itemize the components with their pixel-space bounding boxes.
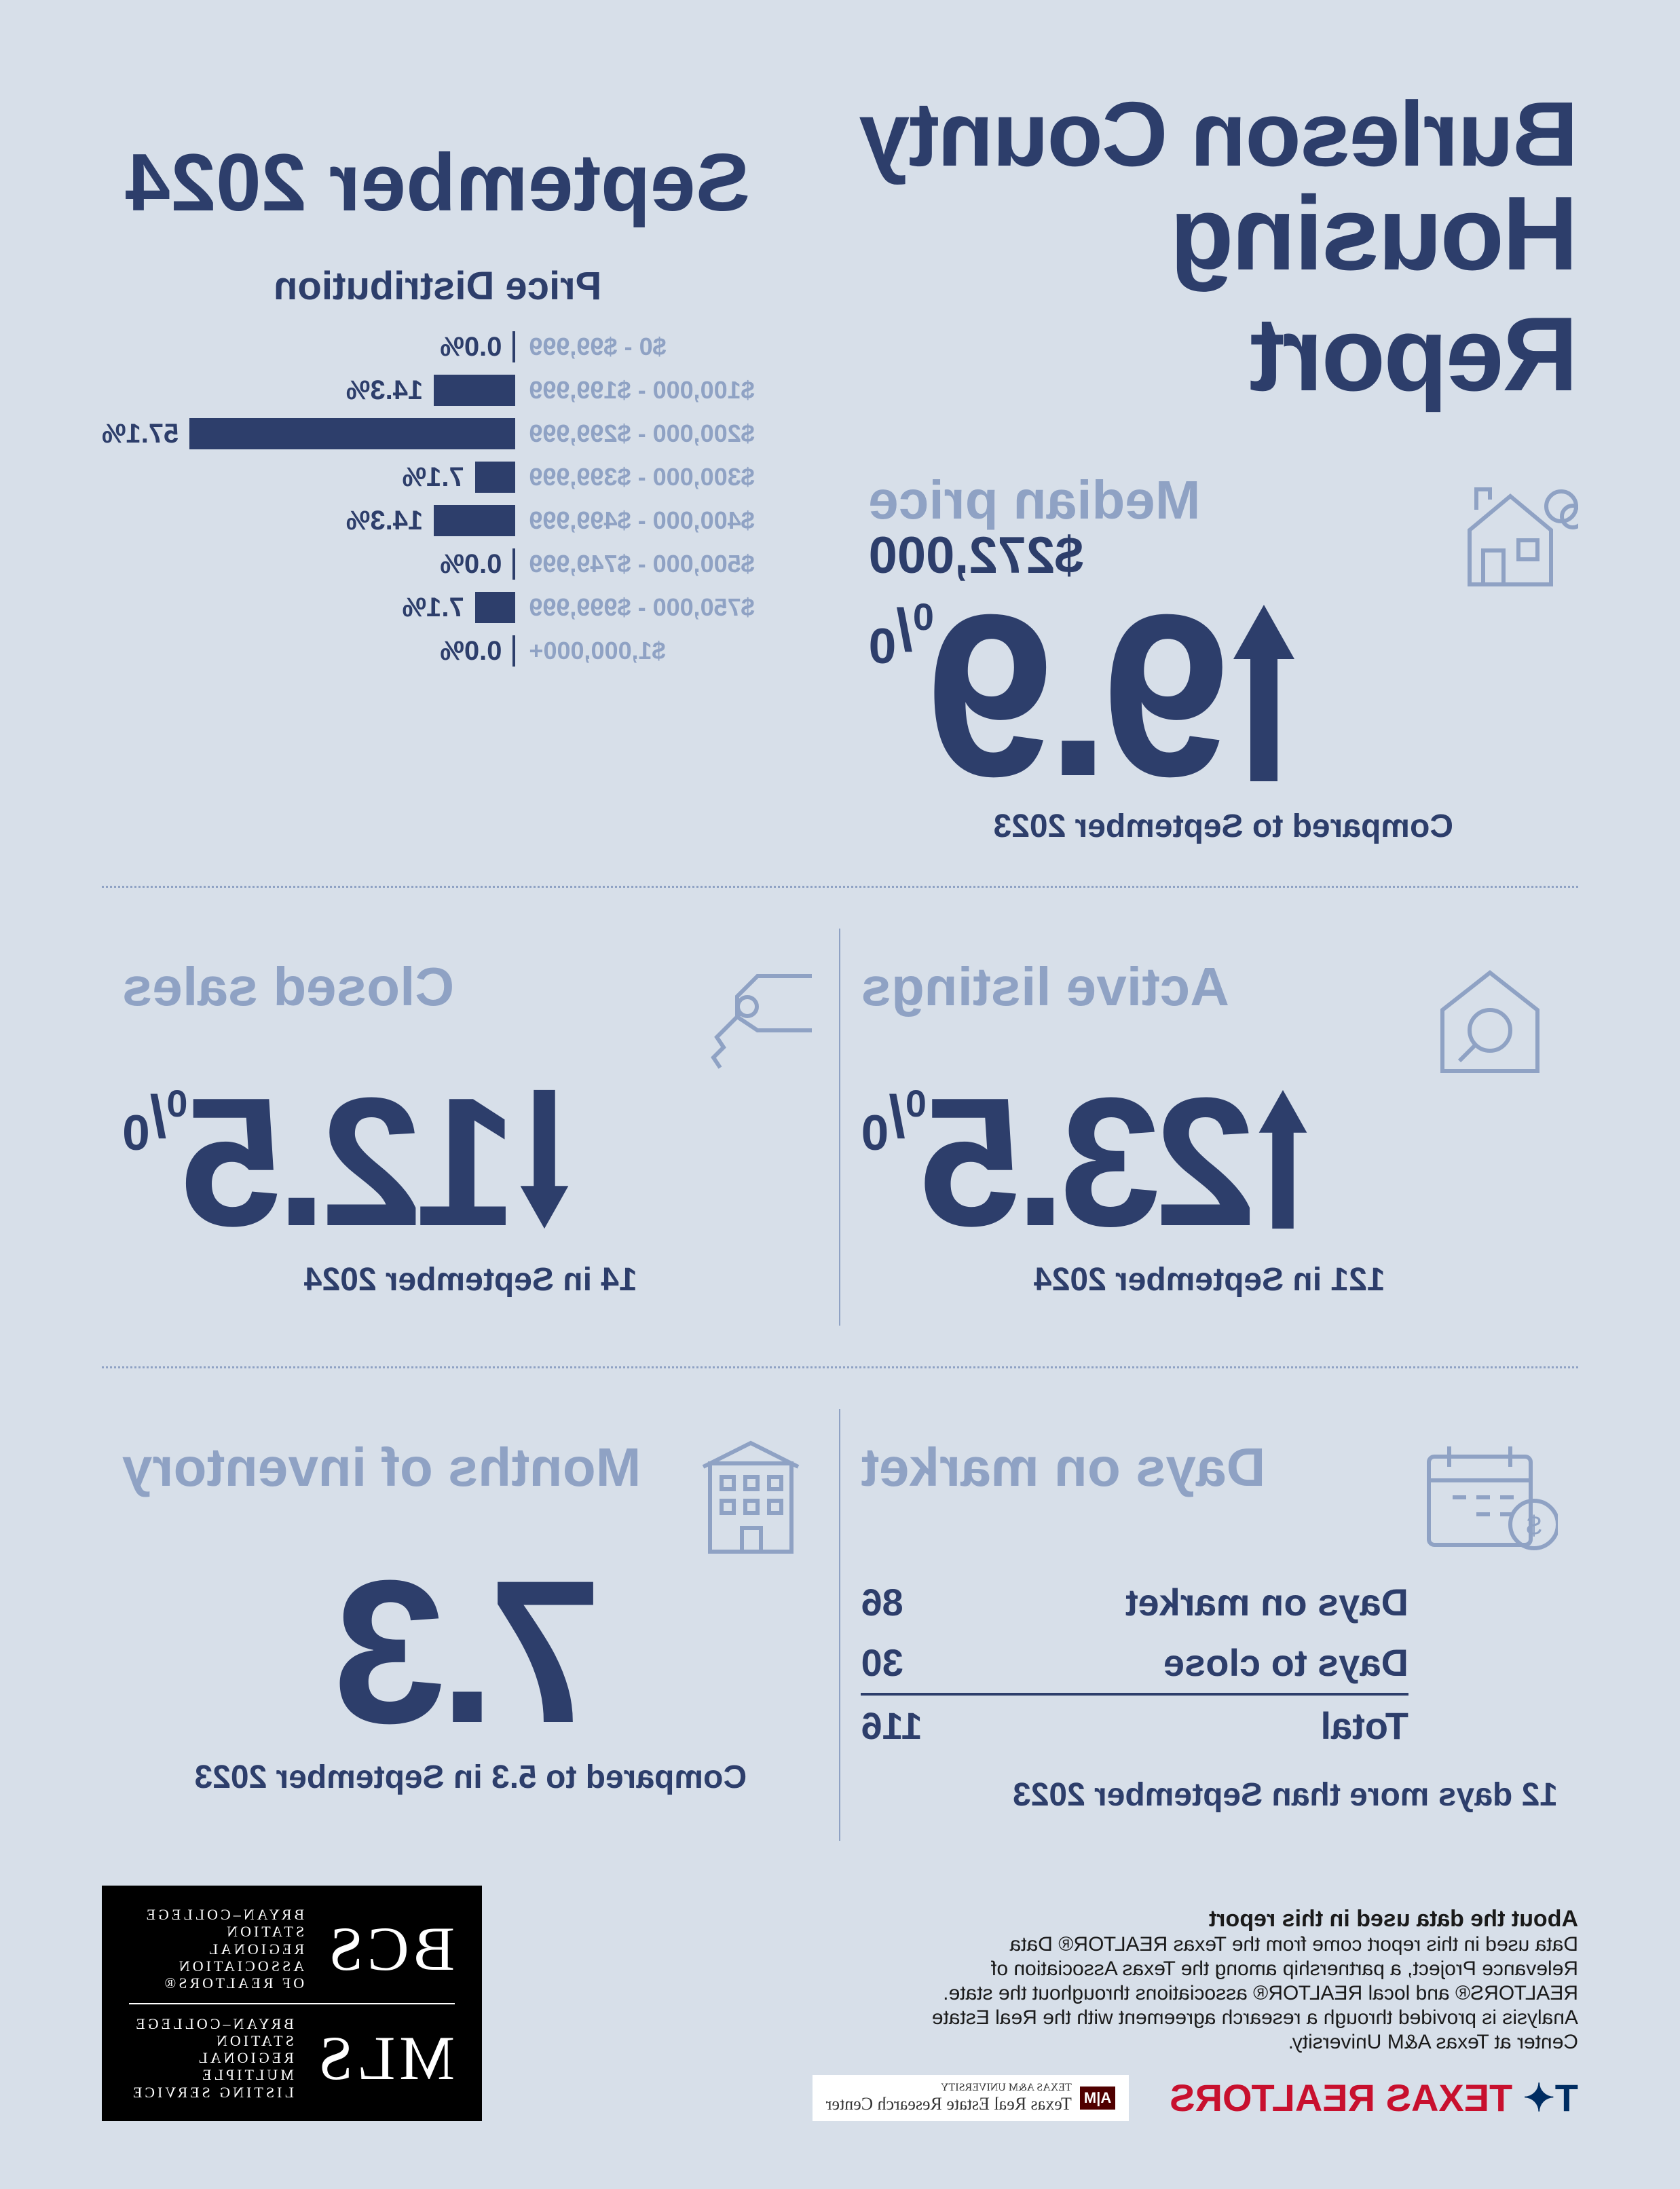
bar-pct: 7.1% [403, 593, 464, 623]
divider [102, 1366, 1578, 1368]
footer: About the data used in this report Data … [102, 1886, 1578, 2121]
bar-label: $100,000 - $199,999 [515, 376, 773, 405]
median-change: 9.9 0/0 [868, 598, 1578, 794]
median-change-unit: 0/0 [868, 598, 933, 671]
closed-unit: 0/0 [122, 1085, 187, 1158]
distribution-row: $200,000 - $299,999 57.1% [102, 416, 773, 451]
bar-label: $200,000 - $299,999 [515, 419, 773, 448]
svg-text:$: $ [1527, 1511, 1542, 1541]
bar-label: $300,000 - $399,999 [515, 463, 773, 491]
bar-label: $0 - $99,999 [515, 333, 773, 361]
bar-pct: 14.3% [346, 506, 423, 536]
arrow-up-icon [1256, 1085, 1310, 1234]
bar-pct: 14.3% [346, 375, 423, 406]
dom-row: Days to close30 [861, 1632, 1409, 1693]
bar-label: $750,000 - $999,999 [515, 593, 773, 622]
moi-sub: Compared to 5.3 in September 2023 [122, 1759, 819, 1796]
bar-pct: 7.1% [403, 462, 464, 493]
arrow-up-icon [1230, 598, 1298, 788]
distribution-chart: $0 - $99,999 0.0% $100,000 - $199,999 14.3%… [102, 329, 773, 669]
bar-label: $400,000 - $499,999 [515, 506, 773, 535]
building-icon [684, 1436, 819, 1558]
active-unit: 0/0 [861, 1085, 927, 1158]
dom-row: Days on market86 [861, 1572, 1409, 1632]
calendar-dollar-icon: $ [1422, 1436, 1558, 1558]
dom-sub: 12 days more than September 2023 [861, 1776, 1558, 1814]
distribution-row: $500,000 - $749,999 0.0% [102, 546, 773, 582]
about-text: Data used in this report come from the T… [913, 1932, 1578, 2055]
bar-pct: 0.0% [440, 332, 502, 362]
moi-label: Months of inventory [122, 1436, 663, 1499]
active-sub: 121 in September 2024 [861, 1261, 1558, 1298]
bar-pct: 0.0% [440, 549, 502, 580]
bar-pct: 0.0% [440, 636, 502, 667]
active-listings-block: Active listings 23.5 0/0 121 in Septembe… [841, 929, 1579, 1326]
about-title: About the data used in this report [482, 1906, 1578, 1932]
distribution-row: $100,000 - $199,999 14.3% [102, 373, 773, 408]
house-icon [1442, 469, 1578, 591]
median-change-number: 9.9 [934, 598, 1231, 794]
bar-fill [512, 331, 515, 362]
bcs-mls-logo: BCS BRYAN–COLLEGE STATIONREGIONAL ASSOCI… [102, 1886, 482, 2121]
divider [102, 886, 1578, 888]
bar-fill [434, 375, 515, 406]
bar-fill [189, 418, 515, 449]
bar-fill [434, 505, 515, 536]
moi-number: 7.3 [339, 1565, 602, 1738]
active-number: 23.5 [927, 1085, 1256, 1241]
bar-pct: 57.1% [102, 419, 179, 449]
search-house-icon [1422, 956, 1558, 1078]
median-label: Median price [868, 469, 1422, 531]
closed-sales-block: Closed sales 12.5 0/0 14 in September 20… [102, 929, 840, 1326]
arrow-down-icon [517, 1085, 572, 1234]
bar-fill [512, 635, 515, 667]
bar-fill [475, 462, 516, 493]
closed-number: 12.5 [187, 1085, 517, 1241]
closed-label: Closed sales [122, 956, 663, 1018]
months-inventory-block: Months of inventory 7.3 Compared to 5.3 … [102, 1409, 840, 1841]
bar-label: $1,000,000+ [515, 637, 773, 665]
report-date: September 2024 [102, 136, 773, 229]
distribution-row: $400,000 - $499,999 14.3% [102, 503, 773, 538]
dom-label: Days on market [861, 1436, 1402, 1499]
closed-sub: 14 in September 2024 [122, 1261, 819, 1298]
median-price-block: Median price $272,000 9.9 0/0 Compared t… [827, 469, 1578, 845]
bar-label: $500,000 - $749,999 [515, 550, 773, 578]
distribution-row: $300,000 - $399,999 7.1% [102, 460, 773, 495]
distribution-title: Price Distribution [102, 263, 773, 309]
distribution-row: $0 - $99,999 0.0% [102, 329, 773, 364]
title-line2: Housing Report [827, 173, 1578, 415]
texas-realtors-logo: T✦ TEXAS REALTORS [1170, 2076, 1578, 2120]
days-on-market-block: $ Days on market Days on market86Days to… [841, 1409, 1579, 1841]
active-label: Active listings [861, 956, 1402, 1018]
bar-fill [512, 548, 515, 580]
title-line1: Burleson County [827, 81, 1578, 187]
research-center-logo: A|M TEXAS A&M UNIVERSITY Texas Real Esta… [813, 2075, 1129, 2121]
bar-fill [475, 592, 516, 623]
distribution-row: $1,000,000+ 0.0% [102, 633, 773, 669]
hand-key-icon [684, 956, 819, 1078]
distribution-row: $750,000 - $999,999 7.1% [102, 590, 773, 625]
dom-total: Total116 [861, 1693, 1409, 1756]
